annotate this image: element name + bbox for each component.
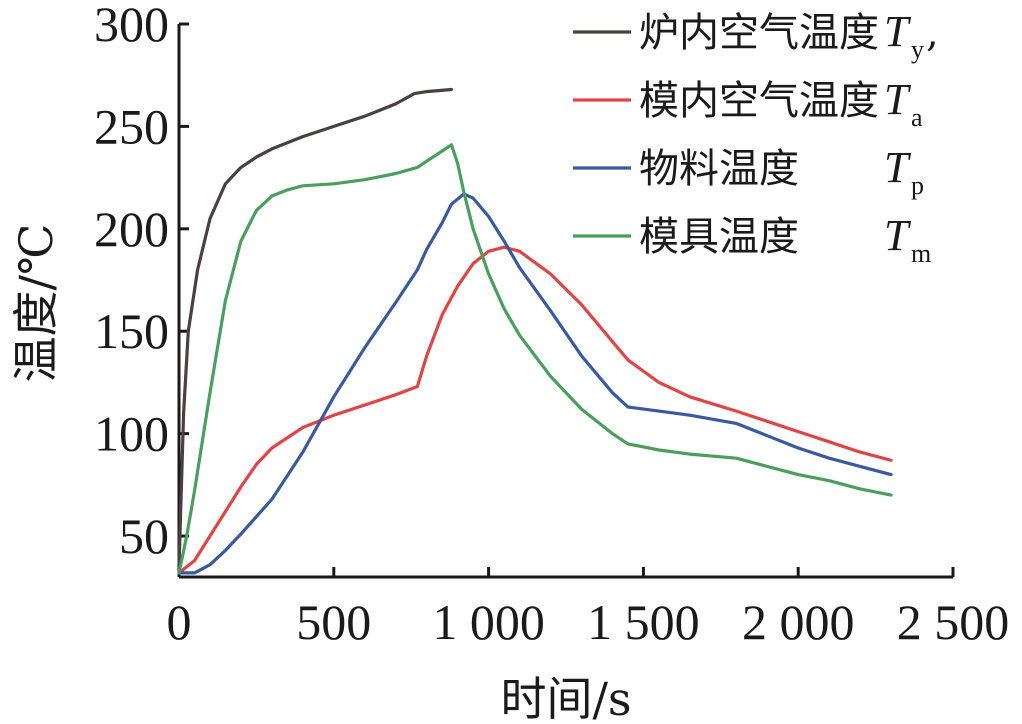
x-tick-label: 1 000 (432, 594, 545, 650)
legend-label: 模内空气温度 (639, 78, 879, 124)
x-tick-label: 2 500 (897, 594, 1010, 650)
y-tick-label: 250 (94, 98, 169, 154)
legend-symbol: T (884, 211, 912, 260)
legend-symbol: T (884, 75, 912, 124)
x-ticks: 0 500 1 000 1 500 2 000 2 500 (167, 567, 1010, 650)
legend-subscript: p (911, 171, 924, 200)
series-line-y (177, 87, 453, 569)
series-line-p (177, 192, 893, 575)
series-line-a (177, 245, 893, 575)
legend-label: 模具温度 (639, 214, 799, 260)
y-tick-label: 150 (94, 303, 169, 359)
y-tick-label: 50 (119, 508, 169, 564)
x-tick-label: 2 000 (742, 594, 855, 650)
legend-label: 炉内空气温度 (639, 10, 879, 56)
y-tick-label: 100 (94, 406, 169, 462)
series-line-m (177, 143, 893, 575)
y-ticks: 50 100 150 200 250 300 (94, 0, 189, 564)
legend-symbol: T (884, 7, 912, 56)
legend-subscript: y (911, 35, 924, 64)
axes: 0 500 1 000 1 500 2 000 2 500 50 100 150 200 250 3… (94, 0, 1009, 650)
x-tick-label: 500 (296, 594, 371, 650)
legend-label: 物料温度 (639, 146, 799, 192)
legend-subscript: m (911, 239, 931, 268)
legend-subscript: a (911, 103, 923, 132)
legend-symbol: T (884, 143, 912, 192)
series-lines (177, 87, 893, 575)
x-tick-label: 1 500 (587, 594, 700, 650)
y-tick-label: 200 (94, 201, 169, 257)
x-axis-title: 时间/s (500, 672, 631, 724)
y-tick-label: 300 (94, 0, 169, 52)
y-axis-title: 温度/℃ (9, 224, 63, 383)
legend-suffix: , (926, 10, 939, 56)
x-tick-label: 0 (167, 594, 192, 650)
